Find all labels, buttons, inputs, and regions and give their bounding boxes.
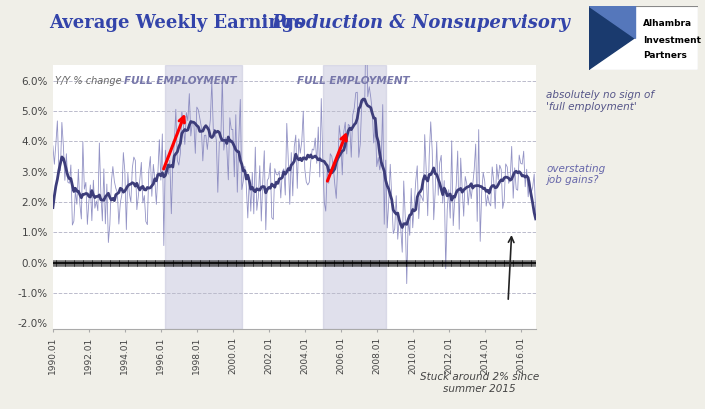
Text: Investment: Investment	[644, 36, 701, 45]
Text: Partners: Partners	[644, 51, 687, 60]
Text: Production & Nonsupervisory: Production & Nonsupervisory	[271, 14, 570, 32]
Text: Alhambra: Alhambra	[644, 19, 692, 28]
Polygon shape	[589, 6, 634, 70]
Text: Stuck around 2% since
summer 2015: Stuck around 2% since summer 2015	[419, 372, 539, 394]
Bar	[166, 65, 242, 329]
FancyBboxPatch shape	[589, 6, 698, 70]
Text: absolutely no sign of
'full employment': absolutely no sign of 'full employment'	[546, 90, 654, 112]
Text: overstating
job gains?: overstating job gains?	[546, 164, 606, 185]
Text: FULL EMPLOYMENT: FULL EMPLOYMENT	[297, 76, 410, 85]
Bar	[323, 65, 386, 329]
Text: FULL EMPLOYMENT: FULL EMPLOYMENT	[124, 76, 237, 85]
Polygon shape	[589, 6, 634, 38]
Text: Y/Y % change: Y/Y % change	[55, 76, 121, 85]
Text: Average Weekly Earnings: Average Weekly Earnings	[49, 14, 311, 32]
